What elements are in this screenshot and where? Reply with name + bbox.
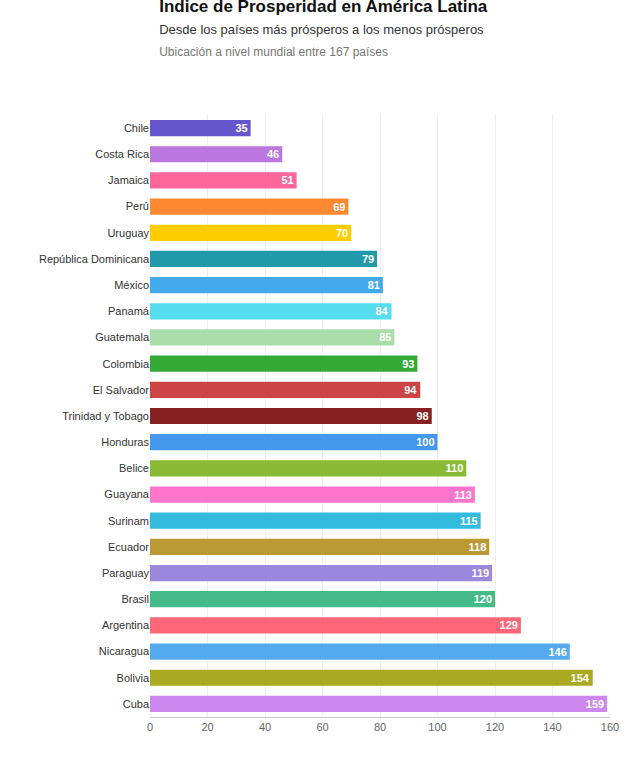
svg-text:115: 115 xyxy=(460,515,478,527)
svg-text:Honduras: Honduras xyxy=(101,436,149,448)
svg-text:Índice de Prosperidad en Améri: Índice de Prosperidad en América LatinaD… xyxy=(159,0,488,59)
svg-text:Bolivia: Bolivia xyxy=(117,672,150,684)
svg-text:Paraguay: Paraguay xyxy=(102,567,150,579)
svg-text:70: 70 xyxy=(336,227,348,239)
svg-text:El Salvador: El Salvador xyxy=(93,384,150,396)
svg-text:35: 35 xyxy=(235,122,247,134)
svg-text:Brasil: Brasil xyxy=(121,593,149,605)
svg-text:119: 119 xyxy=(471,567,489,579)
svg-text:81: 81 xyxy=(368,279,380,291)
svg-text:93: 93 xyxy=(402,358,414,370)
svg-text:Guayana: Guayana xyxy=(104,488,150,500)
svg-text:Guatemala: Guatemala xyxy=(95,331,150,343)
svg-text:60: 60 xyxy=(316,721,328,733)
svg-text:Trinidad y Tobago: Trinidad y Tobago xyxy=(62,410,149,422)
svg-text:Costa Rica: Costa Rica xyxy=(95,148,150,160)
svg-text:México: México xyxy=(114,279,149,291)
svg-text:100: 100 xyxy=(428,721,446,733)
svg-text:154: 154 xyxy=(571,672,590,684)
svg-text:Panamá: Panamá xyxy=(108,305,150,317)
svg-text:94: 94 xyxy=(404,384,417,396)
svg-text:46: 46 xyxy=(267,148,279,160)
svg-text:120: 120 xyxy=(474,593,492,605)
svg-text:120: 120 xyxy=(486,721,504,733)
svg-text:Ecuador: Ecuador xyxy=(108,541,149,553)
svg-text:80: 80 xyxy=(374,721,386,733)
svg-text:79: 79 xyxy=(362,253,374,265)
svg-text:118: 118 xyxy=(469,541,487,553)
svg-text:Jamaica: Jamaica xyxy=(108,174,150,186)
svg-text:84: 84 xyxy=(375,305,388,317)
svg-text:146: 146 xyxy=(548,646,566,658)
svg-text:40: 40 xyxy=(259,721,271,733)
svg-text:129: 129 xyxy=(500,619,518,631)
svg-text:Surinam: Surinam xyxy=(108,515,149,527)
svg-text:69: 69 xyxy=(333,201,345,213)
svg-text:51: 51 xyxy=(281,174,293,186)
svg-text:160: 160 xyxy=(601,721,619,733)
svg-text:Perú: Perú xyxy=(126,200,149,212)
svg-text:113: 113 xyxy=(454,489,472,501)
svg-text:140: 140 xyxy=(543,721,561,733)
svg-text:110: 110 xyxy=(446,462,464,474)
svg-text:Uruguay: Uruguay xyxy=(107,227,149,239)
svg-text:República Dominicana: República Dominicana xyxy=(39,253,150,265)
svg-text:159: 159 xyxy=(586,698,604,710)
svg-text:0: 0 xyxy=(147,721,153,733)
svg-text:85: 85 xyxy=(379,331,391,343)
svg-text:Nicaragua: Nicaragua xyxy=(99,645,150,657)
svg-text:20: 20 xyxy=(201,721,213,733)
svg-text:Chile: Chile xyxy=(124,122,149,134)
svg-text:Belice: Belice xyxy=(119,462,149,474)
svg-text:98: 98 xyxy=(417,410,429,422)
svg-text:100: 100 xyxy=(416,436,434,448)
svg-text:Argentina: Argentina xyxy=(102,619,150,631)
svg-text:Colombia: Colombia xyxy=(103,358,150,370)
svg-text:Cuba: Cuba xyxy=(123,698,150,710)
